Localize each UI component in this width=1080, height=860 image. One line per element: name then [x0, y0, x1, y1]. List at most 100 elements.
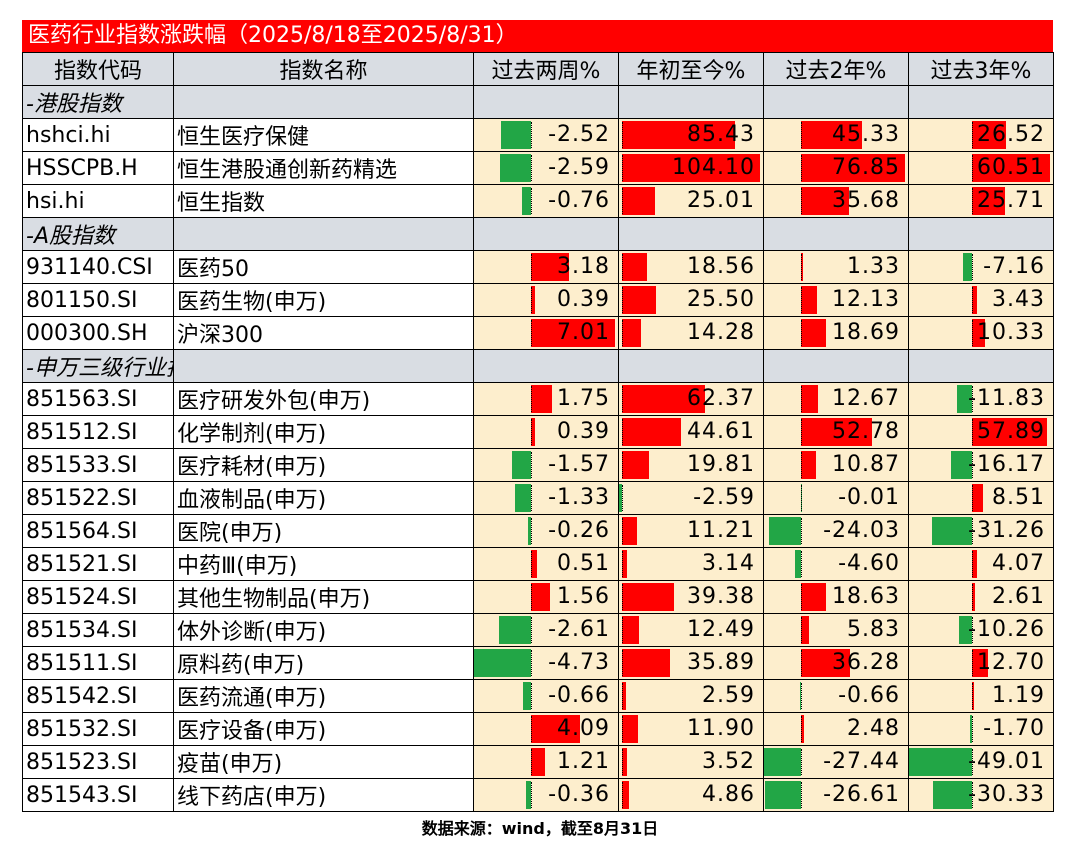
section-empty-cell	[173, 217, 474, 251]
value-cell-three-years: -16.17	[908, 448, 1054, 482]
zero-axis-line	[972, 386, 974, 412]
section-empty-cell	[763, 85, 909, 119]
value-cell-two-years: 1.33	[763, 250, 909, 284]
zero-axis-line	[972, 320, 974, 346]
index-code-cell: 851533.SI	[22, 448, 174, 482]
positive-bar	[622, 319, 642, 347]
value-text: 35.89	[687, 650, 755, 675]
value-cell-three-years: -49.01	[908, 745, 1054, 779]
value-cell-two-weeks: -2.59	[473, 151, 619, 185]
value-text: 12.67	[832, 386, 900, 411]
value-text: -2.52	[548, 122, 610, 147]
value-text: 11.90	[687, 716, 755, 741]
value-text: 4.86	[702, 782, 755, 807]
value-cell-two-weeks: -1.57	[473, 448, 619, 482]
value-cell-two-weeks: -4.73	[473, 646, 619, 680]
value-cell-ytd: 62.37	[618, 382, 764, 416]
negative-bar	[764, 748, 802, 776]
negative-bar	[514, 484, 531, 512]
zero-axis-line	[622, 749, 624, 775]
value-cell-ytd: 104.10	[618, 151, 764, 185]
positive-bar	[622, 187, 656, 215]
zero-axis-line	[972, 716, 974, 742]
table-row: 851533.SI 医疗耗材(申万) -1.57 19.81 10.87 -16.17	[22, 448, 1054, 482]
zero-axis-line	[801, 716, 803, 742]
header-name: 指数名称	[173, 52, 474, 86]
zero-axis-line	[972, 287, 974, 313]
index-code-cell: 851532.SI	[22, 712, 174, 746]
index-name-cell: 医药流通(申万)	[173, 679, 474, 713]
value-text: -11.83	[968, 386, 1045, 411]
value-text: 60.51	[977, 155, 1045, 180]
value-text: 4.09	[557, 716, 610, 741]
value-cell-two-weeks: 3.18	[473, 250, 619, 284]
negative-bar	[527, 517, 531, 545]
value-text: 35.68	[832, 188, 900, 213]
positive-bar	[972, 649, 989, 677]
positive-bar	[801, 649, 851, 677]
value-text: -0.36	[548, 782, 610, 807]
value-cell-ytd: -2.59	[618, 481, 764, 515]
value-cell-ytd: 44.61	[618, 415, 764, 449]
positive-bar	[972, 154, 1050, 182]
section-empty-cell	[908, 217, 1054, 251]
positive-bar	[801, 319, 827, 347]
value-cell-two-weeks: 7.01	[473, 316, 619, 350]
zero-axis-line	[530, 386, 532, 412]
negative-bar	[969, 715, 973, 743]
zero-axis-line	[972, 683, 974, 709]
index-code-cell: 000300.SH	[22, 316, 174, 350]
index-name-cell: 恒生指数	[173, 184, 474, 218]
index-code-cell: 851511.SI	[22, 646, 174, 680]
value-text: -2.59	[693, 485, 755, 510]
index-code-cell: 851522.SI	[22, 481, 174, 515]
positive-bar	[622, 748, 628, 776]
value-cell-two-years: 12.67	[763, 382, 909, 416]
table-row: 851543.SI 线下药店(申万) -0.36 4.86 -26.61 -30.33	[22, 778, 1054, 812]
positive-bar	[622, 616, 639, 644]
table-row: 851542.SI 医药流通(申万) -0.66 2.59 -0.66 1.19	[22, 679, 1054, 713]
value-cell-two-years: -0.66	[763, 679, 909, 713]
positive-bar	[530, 748, 546, 776]
zero-axis-line	[972, 452, 974, 478]
value-text: 8.51	[992, 485, 1045, 510]
header-three-years: 过去3年%	[908, 52, 1054, 86]
positive-bar	[972, 418, 1047, 446]
zero-axis-line	[972, 419, 974, 445]
zero-axis-line	[972, 518, 974, 544]
value-text: -26.61	[823, 782, 900, 807]
header-two-weeks: 过去两周%	[473, 52, 619, 86]
value-cell-three-years: 4.07	[908, 547, 1054, 581]
table-row: 000300.SH 沪深300 7.01 14.28 18.69 10.33	[22, 316, 1054, 350]
zero-axis-line	[622, 617, 624, 643]
section-empty-cell	[173, 85, 474, 119]
zero-axis-line	[530, 419, 532, 445]
zero-axis-line	[622, 452, 624, 478]
zero-axis-line	[622, 320, 624, 346]
positive-bar	[622, 550, 627, 578]
section-empty-cell	[763, 217, 909, 251]
index-code-cell: 801150.SI	[22, 283, 174, 317]
value-cell-three-years: 10.33	[908, 316, 1054, 350]
positive-bar	[622, 682, 626, 710]
value-text: 39.38	[687, 584, 755, 609]
table-row: hshci.hi 恒生医疗保健 -2.52 85.43 45.33 26.52	[22, 118, 1054, 152]
zero-axis-line	[801, 782, 803, 808]
header-row: 指数代码 指数名称 过去两周% 年初至今% 过去2年% 过去3年%	[22, 52, 1054, 86]
zero-axis-line	[622, 584, 624, 610]
value-text: 3.18	[557, 254, 610, 279]
positive-bar	[622, 418, 682, 446]
index-name-cell: 医药50	[173, 250, 474, 284]
zero-axis-line	[972, 188, 974, 214]
zero-axis-line	[801, 320, 803, 346]
value-text: 57.89	[977, 419, 1045, 444]
value-text: 0.39	[557, 287, 610, 312]
index-name-cell: 医疗耗材(申万)	[173, 448, 474, 482]
table-row: 801150.SI 医药生物(申万) 0.39 25.50 12.13 3.43	[22, 283, 1054, 317]
value-text: 1.33	[847, 254, 900, 279]
zero-axis-line	[622, 551, 624, 577]
positive-bar	[530, 418, 536, 446]
index-code-cell: HSSCPB.H	[22, 151, 174, 185]
zero-axis-line	[622, 485, 624, 511]
index-code-cell: 851512.SI	[22, 415, 174, 449]
